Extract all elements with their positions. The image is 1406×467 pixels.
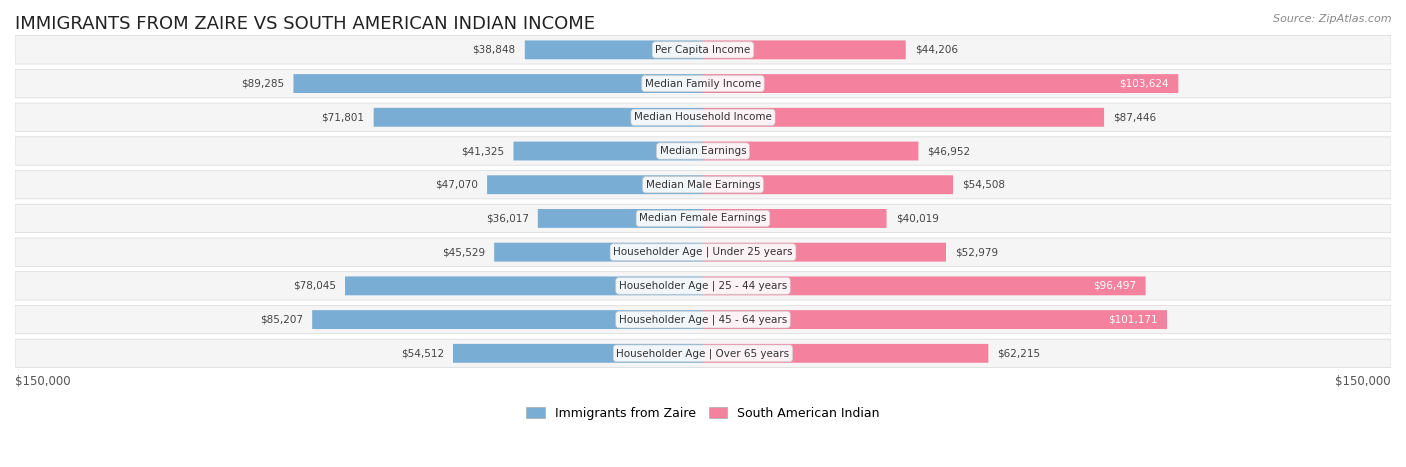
Text: Median Earnings: Median Earnings (659, 146, 747, 156)
FancyBboxPatch shape (15, 35, 1391, 64)
Text: IMMIGRANTS FROM ZAIRE VS SOUTH AMERICAN INDIAN INCOME: IMMIGRANTS FROM ZAIRE VS SOUTH AMERICAN … (15, 15, 595, 33)
FancyBboxPatch shape (703, 41, 905, 59)
Text: $40,019: $40,019 (896, 213, 939, 223)
FancyBboxPatch shape (15, 170, 1391, 199)
FancyBboxPatch shape (703, 344, 988, 363)
FancyBboxPatch shape (344, 276, 703, 295)
FancyBboxPatch shape (703, 175, 953, 194)
FancyBboxPatch shape (15, 103, 1391, 131)
Text: Per Capita Income: Per Capita Income (655, 45, 751, 55)
Text: Median Male Earnings: Median Male Earnings (645, 180, 761, 190)
Text: Householder Age | Over 65 years: Householder Age | Over 65 years (616, 348, 790, 359)
Text: $47,070: $47,070 (434, 180, 478, 190)
FancyBboxPatch shape (703, 276, 1146, 295)
Text: Median Female Earnings: Median Female Earnings (640, 213, 766, 223)
FancyBboxPatch shape (15, 137, 1391, 165)
Text: $96,497: $96,497 (1094, 281, 1136, 291)
Text: $54,508: $54,508 (962, 180, 1005, 190)
FancyBboxPatch shape (538, 209, 703, 228)
Text: Source: ZipAtlas.com: Source: ZipAtlas.com (1274, 14, 1392, 24)
Text: $54,512: $54,512 (401, 348, 444, 358)
Text: Householder Age | 25 - 44 years: Householder Age | 25 - 44 years (619, 281, 787, 291)
Text: $38,848: $38,848 (472, 45, 516, 55)
FancyBboxPatch shape (703, 209, 887, 228)
FancyBboxPatch shape (486, 175, 703, 194)
Text: $71,801: $71,801 (322, 112, 364, 122)
Text: $150,000: $150,000 (1336, 375, 1391, 388)
FancyBboxPatch shape (703, 310, 1167, 329)
FancyBboxPatch shape (15, 339, 1391, 368)
FancyBboxPatch shape (453, 344, 703, 363)
Text: $89,285: $89,285 (242, 78, 284, 89)
Text: $45,529: $45,529 (441, 247, 485, 257)
Text: Median Family Income: Median Family Income (645, 78, 761, 89)
FancyBboxPatch shape (312, 310, 703, 329)
FancyBboxPatch shape (15, 272, 1391, 300)
FancyBboxPatch shape (703, 108, 1104, 127)
FancyBboxPatch shape (15, 204, 1391, 233)
Text: $44,206: $44,206 (915, 45, 957, 55)
Text: $78,045: $78,045 (292, 281, 336, 291)
Text: Median Household Income: Median Household Income (634, 112, 772, 122)
Text: $62,215: $62,215 (997, 348, 1040, 358)
Text: $85,207: $85,207 (260, 315, 304, 325)
Legend: Immigrants from Zaire, South American Indian: Immigrants from Zaire, South American In… (522, 402, 884, 425)
Text: $87,446: $87,446 (1114, 112, 1156, 122)
FancyBboxPatch shape (703, 74, 1178, 93)
FancyBboxPatch shape (15, 305, 1391, 334)
FancyBboxPatch shape (15, 238, 1391, 266)
Text: $41,325: $41,325 (461, 146, 505, 156)
Text: $36,017: $36,017 (485, 213, 529, 223)
FancyBboxPatch shape (703, 142, 918, 161)
FancyBboxPatch shape (513, 142, 703, 161)
FancyBboxPatch shape (374, 108, 703, 127)
Text: $101,171: $101,171 (1108, 315, 1159, 325)
FancyBboxPatch shape (703, 243, 946, 262)
Text: $150,000: $150,000 (15, 375, 70, 388)
FancyBboxPatch shape (294, 74, 703, 93)
FancyBboxPatch shape (524, 41, 703, 59)
Text: $46,952: $46,952 (928, 146, 970, 156)
Text: Householder Age | Under 25 years: Householder Age | Under 25 years (613, 247, 793, 257)
Text: Householder Age | 45 - 64 years: Householder Age | 45 - 64 years (619, 314, 787, 325)
Text: $103,624: $103,624 (1119, 78, 1170, 89)
FancyBboxPatch shape (494, 243, 703, 262)
Text: $52,979: $52,979 (955, 247, 998, 257)
FancyBboxPatch shape (15, 70, 1391, 98)
